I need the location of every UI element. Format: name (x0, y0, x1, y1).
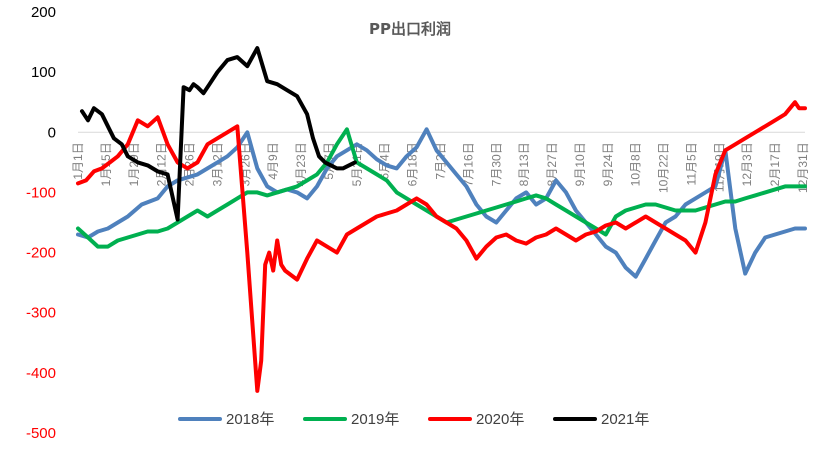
x-tick-label: 8月27日 (545, 142, 559, 186)
legend-label: 2021年 (601, 411, 649, 428)
y-tick-label: -200 (26, 245, 56, 262)
y-tick-label: 200 (31, 4, 56, 21)
x-tick-label: 12月17日 (768, 142, 782, 193)
x-tick-label: 4月9日 (266, 142, 280, 179)
series-line-1 (76, 127, 807, 279)
y-tick-label: -300 (26, 305, 56, 322)
legend-label: 2020年 (476, 411, 524, 428)
legend-label: 2018年 (226, 411, 274, 428)
y-tick-label: -100 (26, 184, 56, 201)
y-tick-label: -500 (26, 425, 56, 442)
legend-label: 2019年 (351, 411, 399, 428)
y-tick-label: -400 (26, 365, 56, 382)
x-tick-label: 10月8日 (629, 142, 643, 186)
x-tick-label: 9月10日 (573, 142, 587, 186)
x-tick-label: 12月31日 (796, 142, 810, 193)
y-tick-label: 100 (31, 64, 56, 81)
series-line-4 (80, 46, 357, 222)
x-tick-label: 10月22日 (657, 142, 671, 193)
series-line-3 (76, 100, 807, 393)
y-tick-label: 0 (48, 124, 56, 141)
x-tick-label: 1月1日 (71, 142, 85, 179)
x-tick-label: 11月5日 (684, 142, 698, 185)
y-axis-tick-labels: 200 100 0 -100 -200 -300 -400 -500 (26, 4, 56, 442)
legend: 2018年 2019年 2020年 2021年 (178, 411, 649, 428)
x-tick-label: 8月13日 (517, 142, 531, 186)
x-tick-label: 2月12日 (155, 142, 169, 186)
x-tick-label: 9月24日 (601, 142, 615, 186)
x-tick-label: 1月29日 (127, 142, 141, 186)
x-tick-label: 7月16日 (461, 142, 475, 186)
x-tick-label: 4月23日 (294, 142, 308, 186)
x-tick-label: 6月4日 (378, 142, 392, 179)
chart-title: PP出口利润 (369, 20, 451, 38)
series-lines (76, 46, 807, 393)
x-tick-label: 7月30日 (489, 142, 503, 186)
x-tick-label: 12月3日 (740, 142, 754, 186)
